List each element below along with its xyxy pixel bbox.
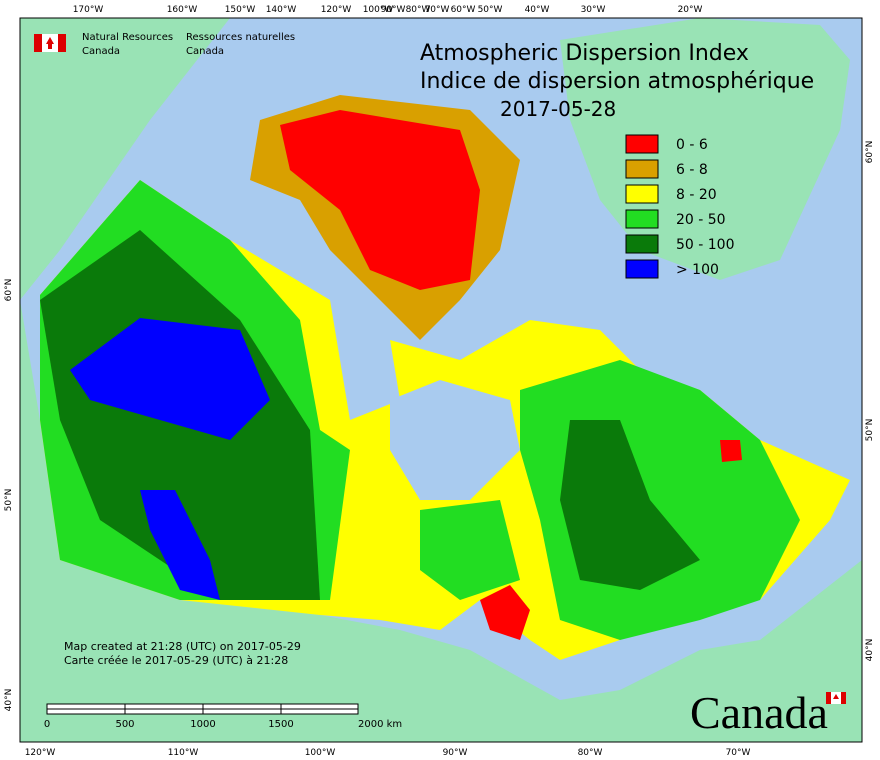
longitude-label: 150°W — [225, 5, 256, 15]
scale-labels: 0 500 1000 1500 2000 km — [44, 719, 402, 730]
longitude-label: 120°W — [25, 748, 56, 758]
scale-label: 2000 km — [358, 719, 402, 730]
longitude-label: 70°W — [726, 748, 751, 758]
legend-swatch — [625, 159, 659, 179]
longitude-label: 60°W — [451, 5, 476, 15]
scale-label: 500 — [115, 719, 134, 730]
scale-segment — [46, 703, 126, 710]
legend: 0 - 6 6 - 8 8 - 20 20 - 50 50 - 100 > 100 — [625, 134, 735, 279]
title: Atmospheric Dispersion Index — [420, 41, 749, 66]
longitude-label: 20°W — [678, 5, 703, 15]
scale-label: 0 — [44, 719, 50, 730]
scale-segment — [124, 708, 204, 715]
legend-label: 20 - 50 — [676, 212, 726, 228]
note: Map created at 21:28 (UTC) on 2017-05-29 — [64, 640, 301, 653]
agency-fr: Canada — [186, 46, 224, 57]
legend-label: 6 - 8 — [676, 162, 708, 178]
longitude-label: 160°W — [167, 5, 198, 15]
hudson-bay — [390, 380, 520, 500]
longitude-label: 110°W — [168, 748, 199, 758]
latitude-label: 60°N — [865, 141, 875, 164]
legend-label: 50 - 100 — [676, 237, 735, 253]
flag-bar — [34, 34, 42, 52]
map-area — [19, 17, 863, 743]
flag-leaf — [833, 694, 839, 699]
legend-swatch — [625, 209, 659, 229]
alaska — [20, 18, 230, 300]
zone-blue — [70, 318, 270, 440]
note: Carte créée le 2017-05-29 (UTC) à 21:28 — [64, 654, 288, 667]
zone-dark-east — [560, 420, 700, 590]
legend-label: 8 - 20 — [676, 187, 717, 203]
legend-swatch — [625, 184, 659, 204]
longitude-label: 170°W — [73, 5, 104, 15]
scale-label: 1000 — [190, 719, 215, 730]
scale-segment — [280, 708, 359, 715]
legend-label: 0 - 6 — [676, 137, 708, 153]
legend-swatch — [625, 234, 659, 254]
longitude-label: 120°W — [321, 5, 352, 15]
zone-red-labrador — [720, 440, 742, 462]
agency-en: Canada — [82, 46, 120, 57]
longitude-label: 30°W — [581, 5, 606, 15]
wordmark: Canada — [690, 687, 828, 738]
latitude-label: 40°N — [4, 689, 14, 712]
latitude-label: 50°N — [865, 419, 875, 442]
map-frame — [19, 17, 863, 743]
date: 2017-05-28 — [500, 97, 616, 121]
legend-swatch — [625, 259, 659, 279]
longitude-label: 80°W — [406, 5, 431, 15]
longitude-label: 100°W — [305, 748, 336, 758]
zone-blue-south — [140, 490, 220, 600]
longitude-label: 100°W — [363, 5, 394, 15]
wordmark-flag — [826, 692, 846, 704]
flag-bar — [58, 34, 66, 52]
united-states — [20, 300, 862, 742]
longitude-label: 80°W — [578, 748, 603, 758]
longitude-label: 90°W — [381, 5, 406, 15]
scale-label: 1500 — [268, 719, 293, 730]
latitude-label: 60°N — [4, 279, 14, 302]
flag-bar — [826, 692, 831, 704]
legend-swatch — [625, 134, 659, 154]
longitude-label: 40°W — [525, 5, 550, 15]
latitude-label: 40°N — [865, 639, 875, 662]
scale-bar — [46, 703, 359, 715]
agency-fr: Ressources naturelles — [186, 32, 295, 43]
title: Indice de dispersion atmosphérique — [420, 69, 814, 94]
legend-label: > 100 — [676, 262, 719, 278]
scale-segment — [202, 703, 282, 710]
flag-bar — [841, 692, 846, 704]
longitude-label: 70°W — [425, 5, 450, 15]
agency-en: Natural Resources — [82, 32, 173, 43]
longitude-label: 90°W — [443, 748, 468, 758]
longitude-label: 140°W — [266, 5, 297, 15]
graticule-labels: 170°W 160°W 150°W 140°W 120°W 100°W90°W 80°W70… — [4, 5, 875, 758]
flag-leaf — [46, 37, 54, 49]
latitude-label: 50°N — [4, 489, 14, 512]
zone-green-ontario — [420, 500, 520, 600]
longitude-label: 50°W — [478, 5, 503, 15]
zone-red-ontario — [480, 585, 530, 640]
logo: Natural Resources Canada Ressources natu… — [34, 32, 295, 57]
zone-red-arctic — [280, 110, 480, 290]
